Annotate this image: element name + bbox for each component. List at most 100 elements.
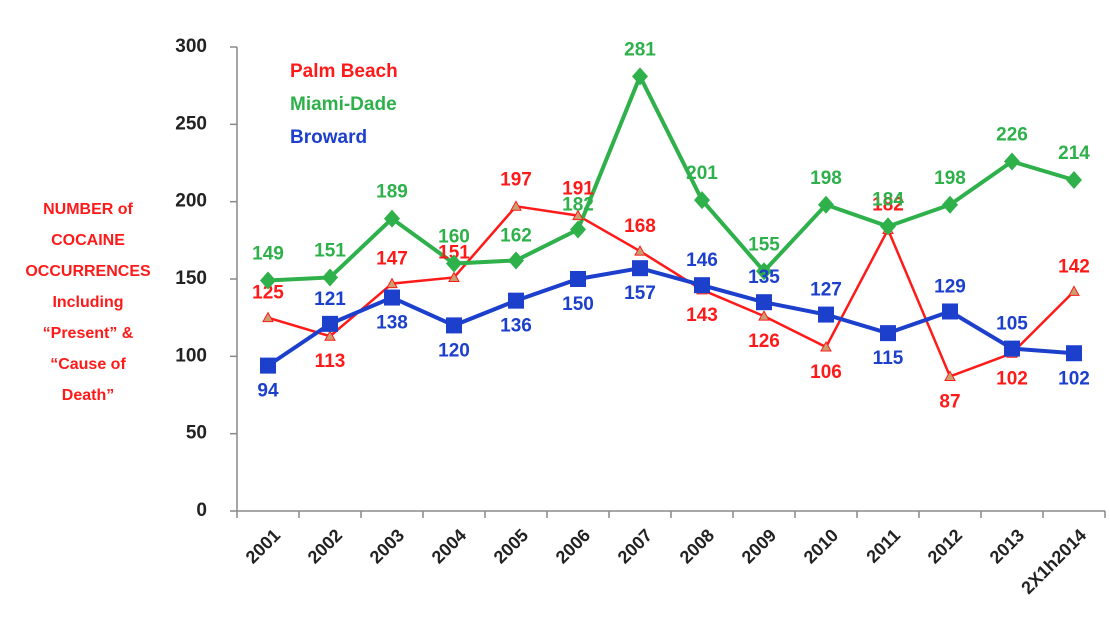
marker [694,191,710,210]
data-label: 138 [376,313,408,334]
marker [508,251,524,270]
marker [260,357,276,374]
data-label: 150 [562,294,594,315]
data-label: 157 [624,283,656,304]
x-tick-label: 2013 [986,525,1028,567]
x-tick-label: 2001 [242,525,284,567]
marker [322,315,338,332]
marker [262,311,274,323]
data-label: 126 [748,331,780,352]
data-label: 115 [873,348,904,369]
marker [322,268,338,287]
data-label: 135 [748,267,780,288]
marker [510,200,522,211]
x-tick-label: 2011 [862,525,904,567]
data-label: 102 [1058,368,1090,389]
x-tick-label: 2003 [366,525,408,567]
data-label: 151 [314,240,346,261]
data-label: 127 [810,280,842,301]
data-label: 201 [686,163,718,184]
marker [818,306,834,323]
marker [942,303,958,320]
marker [386,277,398,289]
data-label: 113 [315,351,346,372]
x-tick-label: 2002 [304,525,346,567]
data-label: 146 [686,250,718,271]
legend-entry: Miami-Dade [290,94,397,115]
marker [324,330,336,341]
data-label: 142 [1058,256,1090,277]
x-tick-label: 2007 [614,525,656,567]
x-tick-label: 2008 [676,525,718,567]
data-label: 168 [624,216,656,237]
y-tick-label: 250 [175,113,207,134]
y-tick-label: 150 [175,268,207,289]
data-label: 136 [500,316,532,337]
y-axis-label: “Cause of [50,356,126,373]
data-label: 87 [939,391,960,412]
marker [570,220,586,239]
data-label: 162 [500,225,532,246]
data-label: 182 [872,195,904,216]
x-tick-label: 2006 [552,525,594,567]
data-label: 182 [562,195,594,216]
marker [818,195,834,214]
marker [634,245,646,256]
data-label: 149 [252,244,284,265]
marker [1066,345,1082,362]
x-tick-label: 2012 [924,525,966,567]
data-label: 147 [376,249,408,270]
marker [942,195,958,214]
marker [448,271,460,282]
data-label: 197 [500,169,532,190]
data-label: 129 [934,276,966,297]
marker [1004,340,1020,357]
x-tick-label: 2010 [800,525,842,567]
data-label: 106 [810,362,842,383]
marker [694,277,710,294]
marker [632,67,648,86]
marker [384,209,400,228]
data-label: 226 [996,124,1028,145]
x-tick-label: 2X1h2014 [1017,525,1090,598]
x-tick-label: 2005 [490,525,532,567]
series-line [267,204,1075,379]
legend-entry: Palm Beach [290,61,398,82]
marker [570,271,586,287]
marker [880,325,896,342]
marker [756,294,772,311]
marker [756,262,772,281]
marker [632,260,648,277]
data-label: 160 [438,227,470,248]
data-label: 151 [438,242,470,263]
y-axis-label: Including [52,294,123,311]
marker [880,217,896,236]
marker [944,370,956,381]
series-line [266,266,1075,368]
data-label: 214 [1058,143,1090,164]
marker [1068,285,1080,296]
marker [572,209,584,221]
marker [1066,171,1082,190]
y-axis-label: NUMBER of [43,201,133,218]
data-label: 184 [872,189,904,210]
data-label: 155 [748,234,780,255]
x-tick-label: 2009 [738,525,780,567]
y-axis-label: Death” [62,387,114,404]
data-label: 125 [252,283,284,304]
marker [260,271,276,290]
data-label: 102 [996,368,1028,389]
data-label: 189 [376,182,408,203]
data-label: 94 [257,381,279,402]
data-label: 191 [562,179,594,200]
data-label: 121 [314,289,346,310]
y-tick-label: 50 [186,423,207,444]
data-label: 143 [686,305,718,326]
data-label: 105 [996,314,1028,335]
marker [1004,152,1020,171]
y-axis-label: COCAINE [51,232,125,249]
y-tick-label: 100 [175,345,207,366]
x-tick-label: 2004 [428,525,470,567]
legend-entry: Broward [290,127,367,148]
series-line [267,71,1075,283]
